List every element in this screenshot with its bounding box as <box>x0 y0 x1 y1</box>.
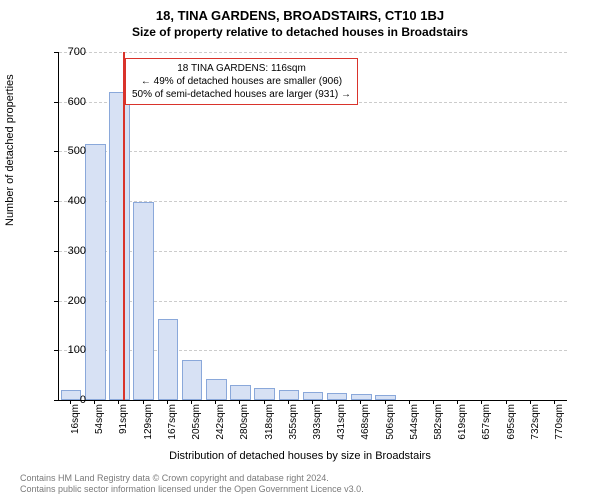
y-tick-mark <box>54 350 58 351</box>
x-tick-label: 770sqm <box>554 404 565 454</box>
x-tick-label: 129sqm <box>143 404 154 454</box>
footer-line-2: Contains public sector information licen… <box>20 484 364 496</box>
x-tick-label: 318sqm <box>264 404 275 454</box>
y-tick-mark <box>54 251 58 252</box>
page-title: 18, TINA GARDENS, BROADSTAIRS, CT10 1BJ <box>0 0 600 23</box>
annotation-line: ← 49% of detached houses are smaller (90… <box>132 75 351 88</box>
y-tick-mark <box>54 52 58 53</box>
histogram-bar <box>206 379 227 400</box>
x-tick-label: 732sqm <box>530 404 541 454</box>
x-tick-label: 54sqm <box>94 404 105 454</box>
histogram-bar <box>182 360 203 400</box>
histogram-bar <box>303 392 324 400</box>
y-tick-mark <box>54 102 58 103</box>
y-tick-label: 500 <box>68 145 86 157</box>
y-tick-mark <box>54 151 58 152</box>
x-tick-label: 695sqm <box>506 404 517 454</box>
histogram-bar <box>158 319 179 400</box>
chart-plot-area: 18 TINA GARDENS: 116sqm← 49% of detached… <box>58 52 567 401</box>
y-axis-label: Number of detached properties <box>4 74 16 226</box>
x-tick-label: 582sqm <box>433 404 444 454</box>
chart-subtitle: Size of property relative to detached ho… <box>0 23 600 39</box>
x-tick-label: 619sqm <box>457 404 468 454</box>
annotation-line: 50% of semi-detached houses are larger (… <box>132 88 351 101</box>
histogram-bar <box>61 390 82 400</box>
x-tick-label: 91sqm <box>118 404 129 454</box>
x-tick-label: 167sqm <box>167 404 178 454</box>
y-tick-label: 400 <box>68 195 86 207</box>
gridline <box>59 151 567 152</box>
y-tick-mark <box>54 400 58 401</box>
x-tick-label: 16sqm <box>70 404 81 454</box>
annotation-line: 18 TINA GARDENS: 116sqm <box>132 62 351 75</box>
y-tick-label: 100 <box>68 344 86 356</box>
x-tick-label: 657sqm <box>481 404 492 454</box>
x-tick-label: 468sqm <box>360 404 371 454</box>
gridline <box>59 52 567 53</box>
x-tick-label: 280sqm <box>239 404 250 454</box>
y-tick-label: 200 <box>68 295 86 307</box>
x-tick-label: 205sqm <box>191 404 202 454</box>
y-tick-label: 300 <box>68 245 86 257</box>
histogram-bar <box>133 202 154 400</box>
x-tick-label: 393sqm <box>312 404 323 454</box>
annotation-callout: 18 TINA GARDENS: 116sqm← 49% of detached… <box>125 58 358 105</box>
y-tick-label: 600 <box>68 96 86 108</box>
footer-line-1: Contains HM Land Registry data © Crown c… <box>20 473 364 485</box>
x-tick-label: 544sqm <box>409 404 420 454</box>
histogram-bar <box>230 385 251 400</box>
histogram-bar <box>279 390 300 400</box>
footer-attribution: Contains HM Land Registry data © Crown c… <box>20 473 364 496</box>
x-tick-label: 242sqm <box>215 404 226 454</box>
x-tick-label: 431sqm <box>336 404 347 454</box>
x-tick-label: 506sqm <box>385 404 396 454</box>
x-tick-label: 355sqm <box>288 404 299 454</box>
y-tick-mark <box>54 201 58 202</box>
histogram-bar <box>85 144 106 400</box>
y-tick-mark <box>54 301 58 302</box>
y-tick-label: 700 <box>68 46 86 58</box>
histogram-bar <box>327 393 348 400</box>
histogram-bar <box>254 388 275 400</box>
histogram-bar <box>109 92 130 400</box>
